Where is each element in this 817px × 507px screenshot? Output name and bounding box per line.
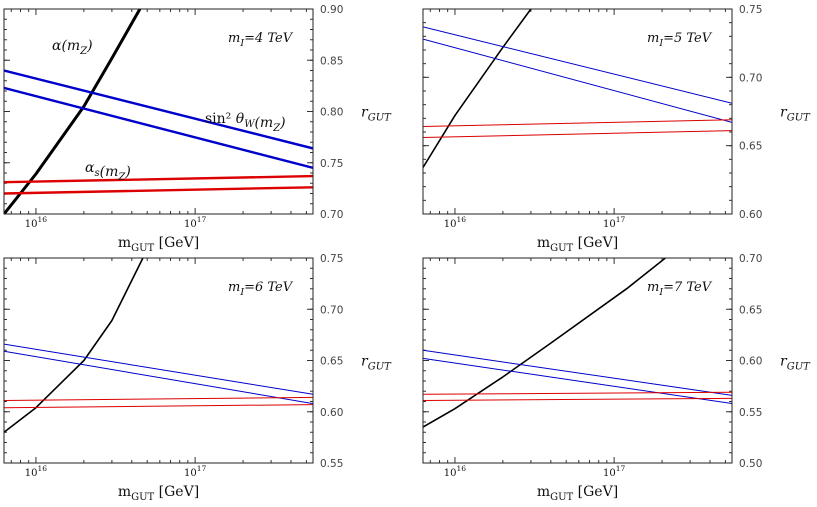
right-axis-title: rGUT xyxy=(361,105,392,124)
series-line-4 xyxy=(4,174,313,184)
y-tick-label: 0.55 xyxy=(739,407,762,419)
series-line-2 xyxy=(423,349,732,396)
curve-annotation-2: sin² θW(mZ) xyxy=(205,111,286,134)
x-tick-label: 1017 xyxy=(184,464,207,479)
y-tick-label: 0.60 xyxy=(320,407,343,419)
series-line-1 xyxy=(4,9,142,214)
x-tick-label: 1016 xyxy=(25,464,48,479)
y-tick-label: 0.75 xyxy=(320,253,343,265)
x-tick-label: 1017 xyxy=(603,215,626,230)
series-line-5 xyxy=(423,130,732,138)
y-tick-label: 0.75 xyxy=(739,4,762,16)
y-tick-label: 0.90 xyxy=(320,4,343,16)
chart-panel-2: 1016 1017 0.60 0.65 0.70 0.75 mI=5 TeV mGUT [Ge… xyxy=(422,4,811,254)
y-tick-label: 0.65 xyxy=(739,304,762,316)
series-line-4 xyxy=(423,119,732,127)
x-tick-label: 1016 xyxy=(444,464,467,479)
y-tick-label: 0.75 xyxy=(320,158,343,170)
series-line-2 xyxy=(423,26,732,104)
plot-frame xyxy=(3,8,314,215)
plot-frame xyxy=(422,8,733,215)
series-line-3 xyxy=(4,350,313,405)
y-tick-label: 0.55 xyxy=(320,458,343,470)
chart-panel-1: 1016 1017 0.70 0.75 0.80 0.85 0.90 mI=4 TeV mGUT… xyxy=(3,4,392,254)
right-axis-title: rGUT xyxy=(780,354,811,373)
y-tick-label: 0.85 xyxy=(320,55,343,67)
y-tick-label: 0.70 xyxy=(320,209,343,221)
plot-frame xyxy=(3,257,314,464)
curve-annotation-3: αs(mZ) xyxy=(85,160,131,183)
x-tick-label: 1016 xyxy=(444,215,467,230)
y-tick-label: 0.50 xyxy=(739,458,762,470)
y-tick-label: 0.60 xyxy=(739,209,762,221)
series-line-3 xyxy=(4,86,313,170)
series-line-2 xyxy=(4,69,313,150)
series-line-1 xyxy=(4,258,144,433)
series-line-5 xyxy=(423,397,732,401)
x-tick-label: 1017 xyxy=(184,215,207,230)
x-tick-label: 1016 xyxy=(25,215,48,230)
series-line-5 xyxy=(4,186,313,195)
x-axis-title: mGUT [GeV] xyxy=(118,484,199,503)
panel-title: mI=6 TeV xyxy=(228,280,294,298)
chart-panel-4: 1016 1017 0.50 0.55 0.60 0.65 0.70 mI=7 TeV mGUT… xyxy=(422,253,811,503)
series-line-4 xyxy=(423,391,732,395)
panel-title: mI=7 TeV xyxy=(647,280,713,298)
series-line-1 xyxy=(423,9,532,168)
series-line-1 xyxy=(423,258,666,428)
y-tick-label: 0.80 xyxy=(320,107,343,119)
plot-frame xyxy=(422,257,733,464)
y-tick-label: 0.65 xyxy=(320,356,343,368)
y-tick-label: 0.70 xyxy=(739,253,762,265)
right-axis-title: rGUT xyxy=(361,354,392,373)
chart-panel-3: 1016 1017 0.55 0.60 0.65 0.70 0.75 mI=6 TeV mGUT… xyxy=(3,253,392,503)
y-tick-label: 0.65 xyxy=(739,141,762,153)
y-tick-label: 0.70 xyxy=(320,304,343,316)
x-axis-title: mGUT [GeV] xyxy=(537,484,618,503)
x-axis-title: mGUT [GeV] xyxy=(118,235,199,254)
curve-annotation-1: α(mZ) xyxy=(52,38,93,57)
y-tick-label: 0.60 xyxy=(739,356,762,368)
panel-title: mI=4 TeV xyxy=(228,31,294,49)
series-line-2 xyxy=(4,343,313,395)
right-axis-title: rGUT xyxy=(780,105,811,124)
x-axis-title: mGUT [GeV] xyxy=(537,235,618,254)
panel-title: mI=5 TeV xyxy=(647,31,713,49)
x-tick-label: 1017 xyxy=(603,464,626,479)
series-line-3 xyxy=(423,357,732,404)
y-tick-label: 0.70 xyxy=(739,72,762,84)
series-line-3 xyxy=(423,38,732,123)
series-line-4 xyxy=(4,396,313,401)
series-line-5 xyxy=(4,404,313,409)
